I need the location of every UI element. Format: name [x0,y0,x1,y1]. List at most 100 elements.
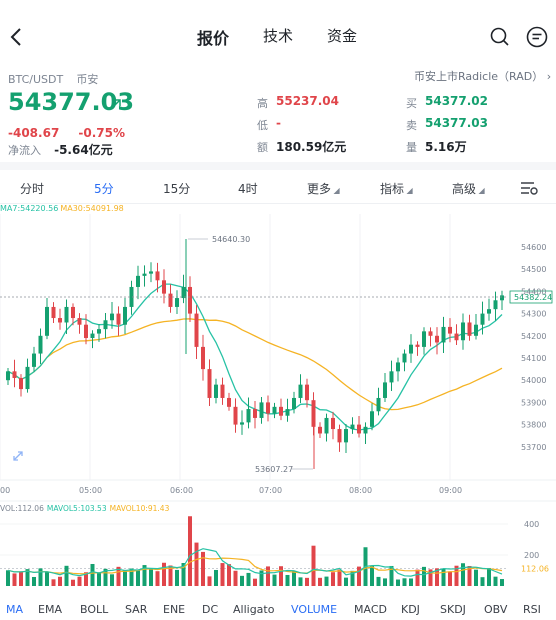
interval-4h[interactable]: 4时 [238,182,258,196]
interval-5m[interactable]: 5分 [94,182,114,196]
listing-link[interactable]: 币安上市Radicle（RAD） › [414,68,551,84]
min-price-label: 53607.27 [255,465,293,474]
candle-body [168,293,173,307]
pair-name: BTC/USDT [8,73,64,86]
ind-sar[interactable]: SAR [125,603,148,616]
candle-body [64,306,69,323]
arrow-up-right-icon [111,99,121,109]
candlestick-chart[interactable]: MA7:54220.56 MA30:54091.98 54640.30 53607… [0,204,556,496]
y-tick-label: 53900 [521,398,546,407]
ind-obv[interactable]: OBV [484,603,508,616]
candle-body [402,353,407,363]
volume-bar [259,570,264,586]
candle-body [136,275,140,287]
ind-alligator[interactable]: Alligato [233,603,275,616]
candle-body [357,424,361,434]
x-tick-label: 07:00 [259,486,282,495]
change-row: -408.67 -0.75% [8,122,125,141]
volume-bar [279,566,283,586]
candle-body [220,384,225,398]
mavol10-legend: MAVOL10:91.43 [110,504,170,513]
ind-dc[interactable]: DC [202,603,219,616]
volume-bar [207,576,212,586]
candle-body [493,300,498,310]
interval-15m[interactable]: 15分 [163,182,191,196]
top-bar: 报价 技术 资金 [0,0,556,64]
candle-body [376,397,381,412]
candle-body [181,286,186,299]
volume-value: 5.16万 [425,140,467,154]
candle-body [350,424,355,430]
ma-legend: MA7:54220.56 MA30:54091.98 [0,204,124,213]
tab-technical[interactable]: 技术 [263,27,294,45]
ind-rsi[interactable]: RSI [523,603,541,616]
search-icon[interactable] [489,26,511,48]
amount-value: 180.59亿元 [276,140,347,154]
ind-volume[interactable]: VOLUME [291,603,338,616]
candle-body [32,353,36,367]
ind-ene[interactable]: ENE [163,603,186,616]
candle-body [188,286,192,314]
volume-bar [51,579,56,586]
candle-body [428,331,433,336]
candle-body [480,313,485,325]
x-tick-label: 00 [0,486,10,495]
volume-bar [344,577,348,586]
ind-skdj[interactable]: SKDJ [440,603,466,616]
y-tick-label: 53700 [521,443,546,452]
volume-bar [38,568,43,586]
volume-bar [337,569,342,586]
candle-body [448,326,452,334]
amount-label: 额 [257,141,268,154]
ind-ma[interactable]: MA [6,603,24,616]
volume-bar [188,516,192,586]
y-tick-label: 54500 [521,265,546,274]
volume-bar [402,578,407,586]
ind-macd[interactable]: MACD [354,603,387,616]
candle-body [123,306,127,325]
y-tick-label: 54000 [521,376,546,385]
advanced-menu-label[interactable]: 高级 [452,182,477,196]
candle-body [38,335,43,354]
volume-bar [298,577,303,586]
candle-body [344,429,348,443]
volume-bar [324,576,329,586]
candle-body [240,422,244,425]
message-icon[interactable] [525,25,549,49]
volume-chart[interactable]: VOL:112.06 MAVOL5:103.53 MAVOL10:91.43 400… [0,500,556,600]
volume-bar [246,572,251,586]
back-icon[interactable] [8,26,26,48]
y-tick-label: 54600 [521,243,546,252]
caret-down-icon: ◢ [331,186,340,195]
indicator-menu[interactable]: 指标 ◢ [380,180,413,197]
high-value: 55237.04 [276,94,340,108]
price-change-pct: -0.75% [78,126,126,140]
last-price: 54377.03 [8,88,135,116]
candle-body [383,382,387,398]
volume-bar [350,570,355,586]
candle-body [305,384,309,401]
expand-chart-icon[interactable] [13,451,23,461]
volume-bar [97,572,101,586]
interval-more[interactable]: 更多 ◢ [307,180,340,197]
ind-boll[interactable]: BOLL [80,603,109,616]
interval-more-label[interactable]: 更多 [307,182,332,196]
listing-link-text[interactable]: 币安上市Radicle（RAD） [414,70,544,83]
candle-body [207,369,212,398]
ind-kdj[interactable]: KDJ [401,603,420,616]
candle-body [331,417,335,430]
ma7-legend: MA7:54220.56 [0,204,58,213]
ind-ema[interactable]: EMA [38,603,62,616]
candle-body [337,429,342,443]
tab-funds[interactable]: 资金 [327,27,358,45]
chart-grid [0,214,556,481]
chart-settings-icon[interactable] [520,180,538,196]
volume-legend: VOL:112.06 MAVOL5:103.53 MAVOL10:91.43 [0,504,170,513]
volume-bar [389,565,394,586]
interval-timeshare[interactable]: 分时 [20,182,45,196]
volume-bar [305,577,309,586]
volume-bar [103,568,108,586]
advanced-menu[interactable]: 高级 ◢ [452,180,485,197]
tab-quote[interactable]: 报价 [197,29,230,48]
indicator-menu-label[interactable]: 指标 [380,182,405,196]
